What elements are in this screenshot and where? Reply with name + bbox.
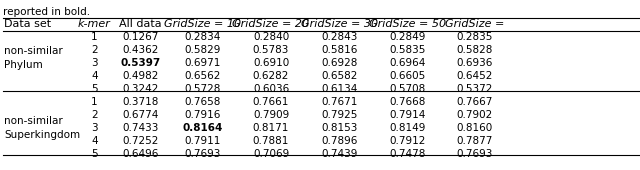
Text: 0.5816: 0.5816 [321, 45, 358, 55]
Text: 2: 2 [91, 110, 98, 120]
Text: 0.5397: 0.5397 [120, 58, 160, 68]
Text: 5: 5 [91, 149, 98, 159]
Text: 0.7668: 0.7668 [390, 97, 426, 107]
Text: 0.6036: 0.6036 [253, 84, 289, 94]
Text: 1: 1 [91, 97, 98, 107]
Text: 0.8164: 0.8164 [182, 123, 223, 133]
Text: 0.8160: 0.8160 [456, 123, 492, 133]
Text: 0.8153: 0.8153 [321, 123, 358, 133]
Text: 0.6964: 0.6964 [390, 58, 426, 68]
Text: GridSize = 20: GridSize = 20 [232, 19, 310, 29]
Text: 0.5828: 0.5828 [456, 45, 492, 55]
Text: reported in bold.: reported in bold. [3, 7, 90, 17]
Text: non-similar: non-similar [4, 116, 63, 126]
Text: 0.5728: 0.5728 [184, 84, 221, 94]
Text: 4: 4 [91, 136, 98, 146]
Text: GridSize = 10: GridSize = 10 [164, 19, 241, 29]
Text: GridSize = 50: GridSize = 50 [369, 19, 447, 29]
Text: 0.7069: 0.7069 [253, 149, 289, 159]
Text: 1: 1 [91, 32, 98, 42]
Text: 0.7693: 0.7693 [456, 149, 492, 159]
Text: 5: 5 [91, 84, 98, 94]
Text: GridSize = 30: GridSize = 30 [301, 19, 378, 29]
Text: 0.7439: 0.7439 [321, 149, 358, 159]
Text: 0.2835: 0.2835 [456, 32, 492, 42]
Text: 0.6496: 0.6496 [122, 149, 158, 159]
Text: k-mer: k-mer [78, 19, 111, 29]
Text: 0.7252: 0.7252 [122, 136, 158, 146]
Text: 0.7914: 0.7914 [390, 110, 426, 120]
Text: 0.6452: 0.6452 [456, 71, 492, 81]
Text: 0.5829: 0.5829 [184, 45, 221, 55]
Text: Superkingdom: Superkingdom [4, 131, 81, 140]
Text: 0.7911: 0.7911 [184, 136, 221, 146]
Text: 0.7693: 0.7693 [184, 149, 221, 159]
Text: Data set: Data set [4, 19, 52, 29]
Text: 0.4362: 0.4362 [122, 45, 158, 55]
Text: 0.6971: 0.6971 [184, 58, 221, 68]
Text: 0.7877: 0.7877 [456, 136, 492, 146]
Text: 0.7661: 0.7661 [253, 97, 289, 107]
Text: 0.2834: 0.2834 [184, 32, 221, 42]
Text: 0.7902: 0.7902 [456, 110, 492, 120]
Text: 0.6910: 0.6910 [253, 58, 289, 68]
Text: 0.7925: 0.7925 [321, 110, 358, 120]
Text: 0.6928: 0.6928 [321, 58, 358, 68]
Text: Phylum: Phylum [4, 60, 44, 70]
Text: non-similar: non-similar [4, 46, 63, 56]
Text: All data: All data [119, 19, 161, 29]
Text: 0.8171: 0.8171 [253, 123, 289, 133]
Text: 0.7909: 0.7909 [253, 110, 289, 120]
Text: 0.3718: 0.3718 [122, 97, 158, 107]
Text: 0.6562: 0.6562 [184, 71, 221, 81]
Text: 0.7671: 0.7671 [321, 97, 358, 107]
Text: 0.2849: 0.2849 [390, 32, 426, 42]
Text: 0.6134: 0.6134 [321, 84, 358, 94]
Text: 0.2843: 0.2843 [321, 32, 358, 42]
Text: 0.6936: 0.6936 [456, 58, 492, 68]
Text: 0.7912: 0.7912 [390, 136, 426, 146]
Text: 2: 2 [91, 45, 98, 55]
Text: GridSize =: GridSize = [445, 19, 504, 29]
Text: 0.7433: 0.7433 [122, 123, 158, 133]
Text: 0.3242: 0.3242 [122, 84, 158, 94]
Text: 0.2840: 0.2840 [253, 32, 289, 42]
Text: 0.6774: 0.6774 [122, 110, 158, 120]
Text: 0.5372: 0.5372 [456, 84, 492, 94]
Text: 0.5708: 0.5708 [390, 84, 426, 94]
Text: 3: 3 [91, 58, 98, 68]
Text: 0.1267: 0.1267 [122, 32, 158, 42]
Text: 0.8149: 0.8149 [390, 123, 426, 133]
Text: 0.6282: 0.6282 [253, 71, 289, 81]
Text: 0.7658: 0.7658 [184, 97, 221, 107]
Text: 0.7478: 0.7478 [390, 149, 426, 159]
Text: 0.6582: 0.6582 [321, 71, 358, 81]
Text: 0.7881: 0.7881 [253, 136, 289, 146]
Text: 0.5783: 0.5783 [253, 45, 289, 55]
Text: 0.7916: 0.7916 [184, 110, 221, 120]
Text: 4: 4 [91, 71, 98, 81]
Text: 0.6605: 0.6605 [390, 71, 426, 81]
Text: 0.7667: 0.7667 [456, 97, 492, 107]
Text: 3: 3 [91, 123, 98, 133]
Text: 0.7896: 0.7896 [321, 136, 358, 146]
Text: 0.4982: 0.4982 [122, 71, 158, 81]
Text: 0.5835: 0.5835 [390, 45, 426, 55]
